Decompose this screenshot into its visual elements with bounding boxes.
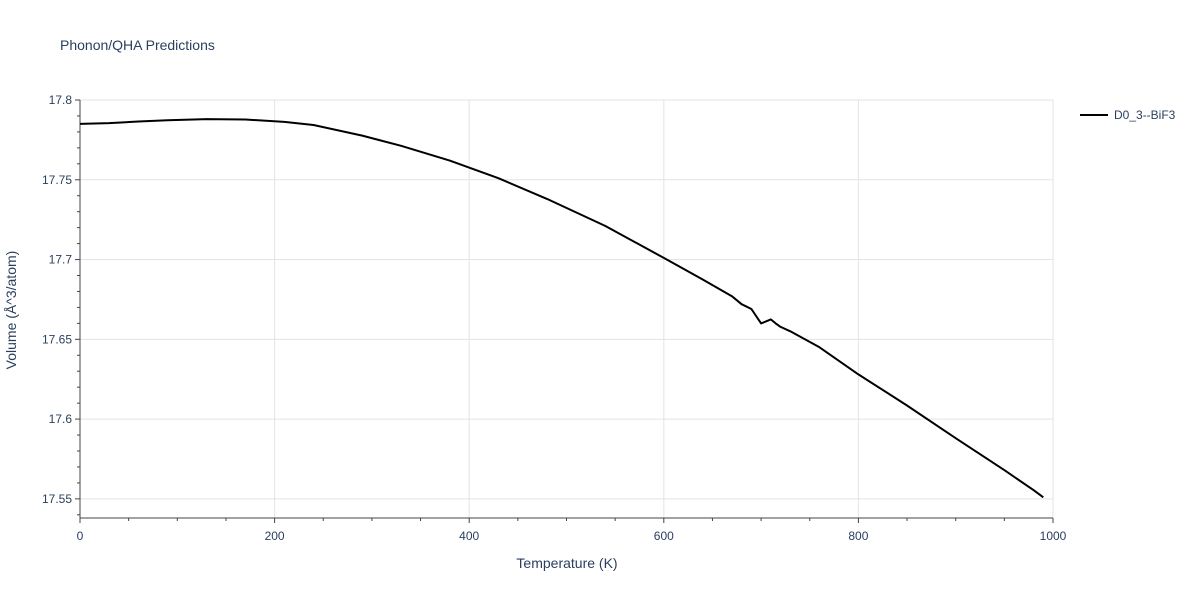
- x-tick-label: 400: [459, 529, 479, 543]
- y-tick-label: 17.7: [49, 253, 73, 267]
- y-tick-label: 17.55: [42, 492, 72, 506]
- y-axis-title: Volume (Å^3/atom): [3, 251, 19, 370]
- x-tick-label: 200: [265, 529, 285, 543]
- axes: 0 200 400 600 800 1000 17.55 17.6 17.65 17.7 17.75…: [42, 93, 1067, 543]
- y-tick-label: 17.8: [49, 93, 73, 107]
- x-axis-title: Temperature (K): [516, 555, 617, 571]
- y-tick-label: 17.6: [49, 412, 73, 426]
- y-tick-label: 17.75: [42, 173, 72, 187]
- x-tick-label: 1000: [1040, 529, 1067, 543]
- chart-title: Phonon/QHA Predictions: [60, 37, 215, 53]
- grid-lines: [80, 99, 1054, 518]
- x-tick-label: 0: [77, 529, 84, 543]
- x-tick-label: 800: [848, 529, 868, 543]
- legend[interactable]: D0_3--BiF3: [1080, 108, 1176, 122]
- series-group: [79, 118, 1044, 499]
- legend-item-label: D0_3--BiF3: [1114, 108, 1176, 122]
- x-tick-label: 600: [654, 529, 674, 543]
- y-tick-label: 17.65: [42, 332, 72, 346]
- series-line[interactable]: [79, 118, 1044, 499]
